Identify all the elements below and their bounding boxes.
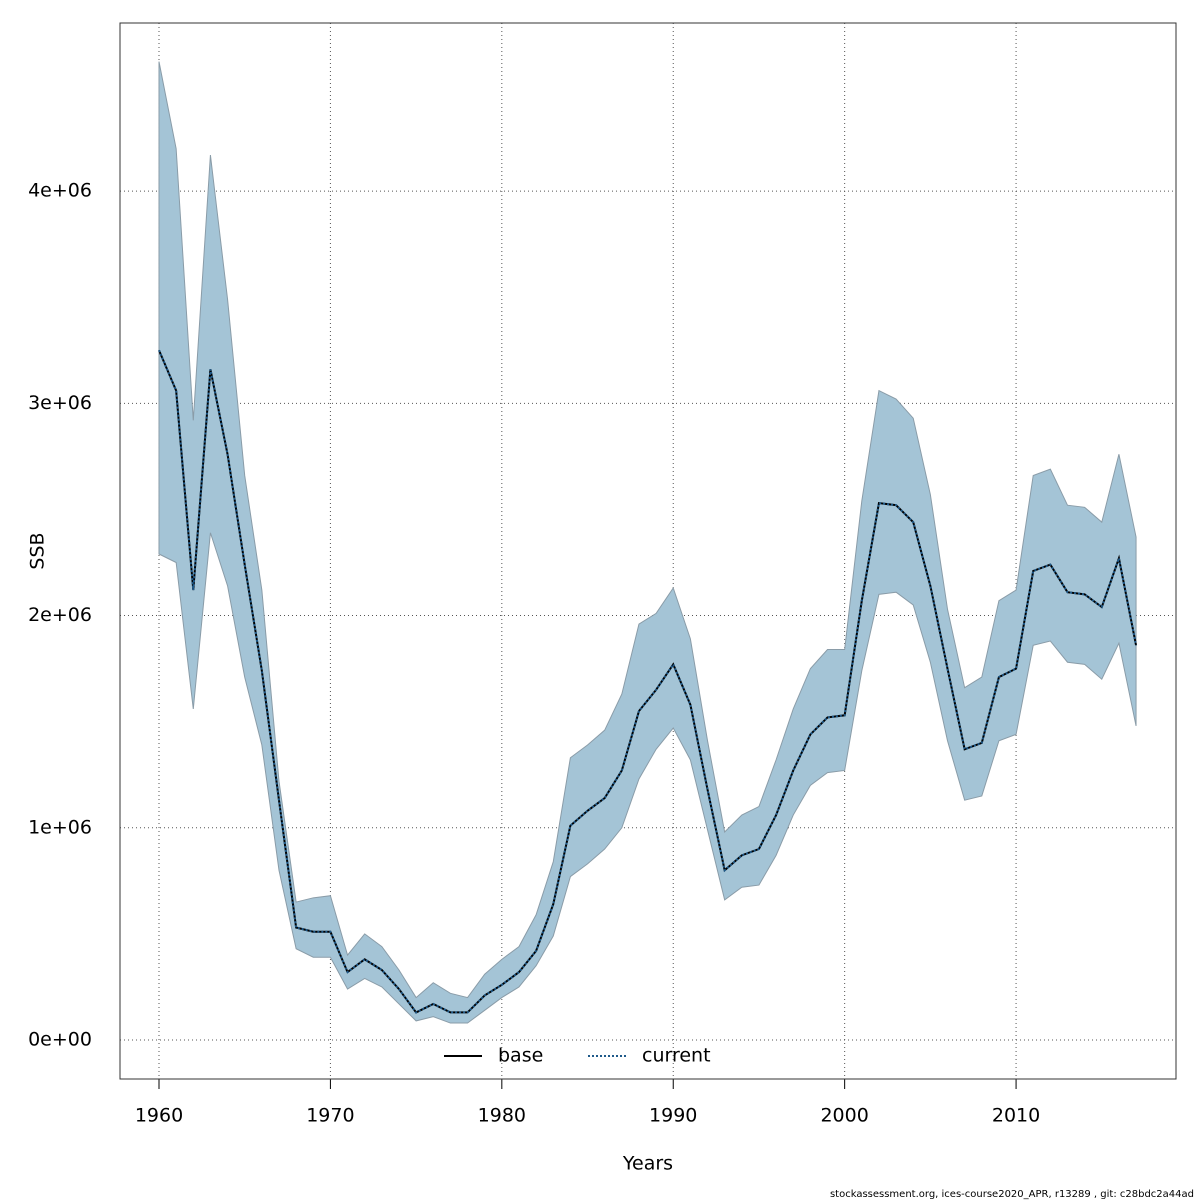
- x-tick-label: 1990: [649, 1105, 697, 1127]
- series-line: [158, 349, 1138, 1014]
- x-tick-label: 1970: [306, 1105, 354, 1127]
- x-tick-label: 1960: [135, 1105, 183, 1127]
- x-axis-label: Years: [622, 1153, 673, 1175]
- y-tick-label: 3e+06: [28, 392, 92, 414]
- x-tick-label: 2010: [992, 1105, 1040, 1127]
- y-tick-label: 1e+06: [28, 816, 92, 838]
- x-tick-label: 2000: [820, 1105, 868, 1127]
- legend-label: current: [642, 1045, 711, 1067]
- y-tick-label: 2e+06: [28, 604, 92, 626]
- confidence-band: [158, 61, 1137, 1024]
- plot-frame: [119, 22, 1177, 1080]
- footnote: stockassessment.org, ices-course2020_APR…: [830, 1189, 1194, 1200]
- y-axis-label: SSB: [27, 532, 49, 569]
- legend-label: base: [498, 1045, 543, 1067]
- x-tick-label: 1980: [478, 1105, 526, 1127]
- y-tick-label: 0e+00: [28, 1029, 92, 1051]
- y-tick-label: 4e+06: [28, 180, 92, 202]
